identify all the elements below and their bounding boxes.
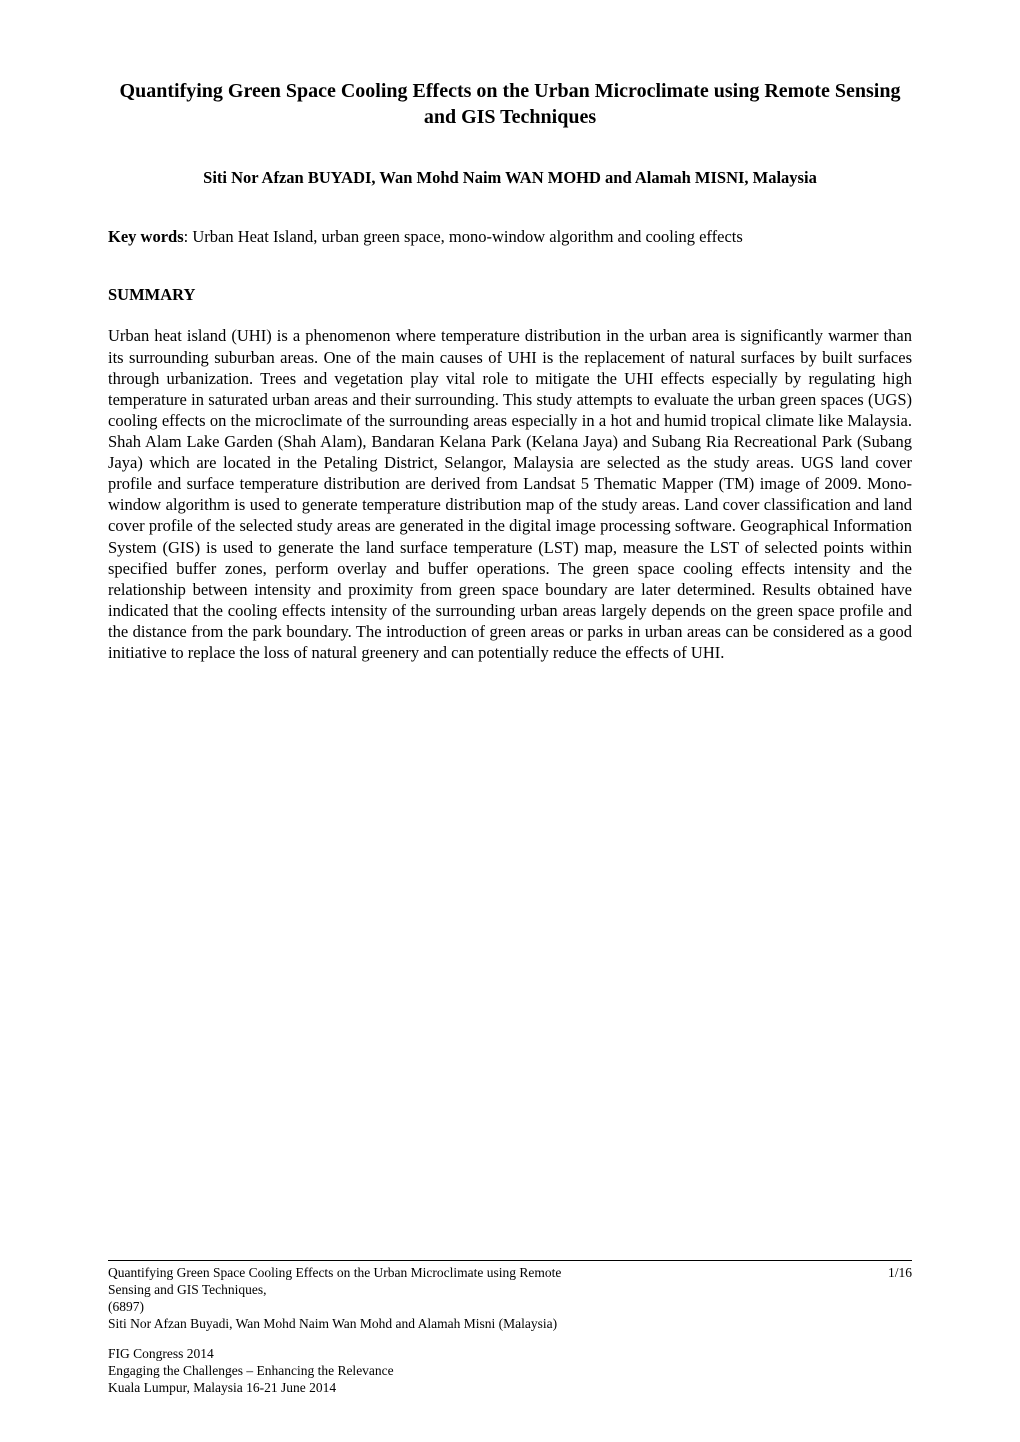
footer-citation: Quantifying Green Space Cooling Effects … (108, 1265, 788, 1333)
footer-conference: FIG Congress 2014 Engaging the Challenge… (108, 1346, 912, 1397)
footer-citation-line: Quantifying Green Space Cooling Effects … (108, 1265, 788, 1282)
summary-heading: SUMMARY (108, 285, 912, 305)
footer-conference-line: Engaging the Challenges – Enhancing the … (108, 1363, 912, 1380)
footer-citation-block: Quantifying Green Space Cooling Effects … (108, 1265, 912, 1333)
footer-conference-line: Kuala Lumpur, Malaysia 16-21 June 2014 (108, 1380, 912, 1397)
keywords-text: : Urban Heat Island, urban green space, … (184, 227, 743, 246)
footer-citation-line: (6897) (108, 1299, 788, 1316)
page-footer: Quantifying Green Space Cooling Effects … (108, 1260, 912, 1397)
keywords-label: Key words (108, 227, 184, 246)
footer-citation-line: Sensing and GIS Techniques, (108, 1282, 788, 1299)
keywords-block: Key words: Urban Heat Island, urban gree… (108, 226, 912, 247)
footer-conference-line: FIG Congress 2014 (108, 1346, 912, 1363)
page-number: 1/16 (888, 1265, 912, 1281)
summary-body: Urban heat island (UHI) is a phenomenon … (108, 325, 912, 663)
footer-rule (108, 1260, 912, 1261)
footer-citation-line: Siti Nor Afzan Buyadi, Wan Mohd Naim Wan… (108, 1316, 788, 1333)
document-title: Quantifying Green Space Cooling Effects … (108, 78, 912, 130)
document-authors: Siti Nor Afzan BUYADI, Wan Mohd Naim WAN… (108, 168, 912, 188)
